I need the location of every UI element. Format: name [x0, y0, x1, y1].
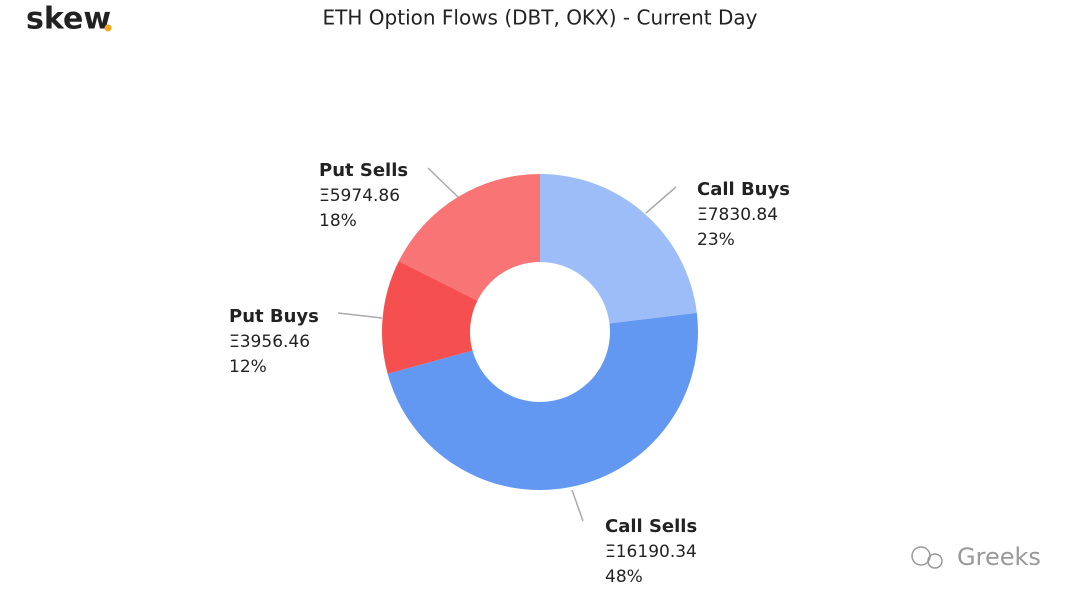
label-percent: 18% — [319, 211, 357, 231]
label-value: Ξ3956.46 — [229, 332, 310, 352]
donut-slice — [540, 174, 697, 324]
donut-slice — [387, 312, 699, 491]
connector — [645, 186, 677, 214]
watermark-text: Greeks — [957, 543, 1041, 571]
watermark: Greeks — [911, 543, 1041, 571]
logo-dot — [104, 24, 112, 32]
chart-title: ETH Option Flows (DBT, OKX) - Current Da… — [323, 6, 758, 30]
label-value: Ξ5974.86 — [319, 186, 400, 206]
connector — [337, 312, 383, 319]
label-value: Ξ16190.34 — [605, 542, 697, 562]
label-value: Ξ7830.84 — [697, 205, 778, 225]
label-name: Put Buys — [229, 306, 319, 327]
label-name: Put Sells — [319, 160, 408, 181]
donut-slice — [382, 261, 478, 374]
label-percent: 48% — [605, 567, 643, 587]
connector — [427, 167, 459, 198]
label-name: Call Sells — [605, 516, 697, 537]
donut-slice — [398, 174, 540, 301]
label-percent: 23% — [697, 230, 735, 250]
logo: skew — [26, 2, 111, 37]
label-name: Call Buys — [697, 179, 790, 200]
label-percent: 12% — [229, 357, 267, 377]
connector — [571, 489, 584, 522]
